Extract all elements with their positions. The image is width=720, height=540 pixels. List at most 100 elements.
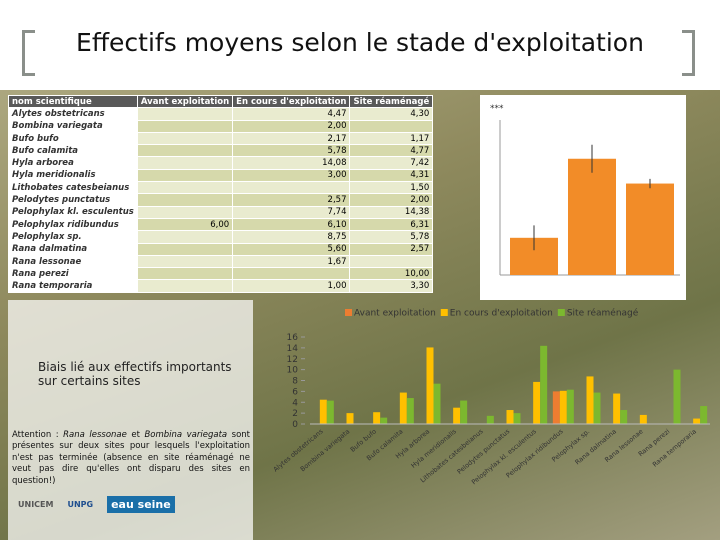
bar — [626, 183, 674, 275]
bracket — [22, 30, 35, 76]
y-tick-label: 8 — [292, 377, 298, 387]
bar — [700, 406, 708, 424]
legend-swatch — [345, 309, 352, 316]
value-cell: 4,77 — [349, 144, 434, 158]
value-cell: 10,00 — [349, 267, 434, 281]
row: Bombina variegata 2,00 — [8, 119, 434, 133]
species-name: Alytes obstetricans — [8, 107, 138, 121]
value-cell — [136, 242, 234, 256]
species: Bombina variegata — [144, 430, 228, 440]
bar — [326, 400, 334, 424]
bar — [559, 390, 567, 424]
row: Pelodytes punctatus 2,57 2,00 — [8, 193, 434, 207]
value-cell: 5,78 — [232, 144, 351, 158]
value-cell: 2,00 — [232, 119, 351, 133]
x-tick-label: Hyla meridionalis — [410, 427, 459, 470]
bar — [566, 389, 574, 424]
bar — [380, 417, 388, 424]
bar — [486, 415, 494, 424]
value-cell: 5,78 — [349, 230, 434, 244]
species-table: nom scientifique Avant exploitation En cou… — [8, 94, 434, 293]
row: Hyla meridionalis 3,00 4,31 — [8, 168, 434, 183]
bar — [586, 376, 594, 424]
value-cell — [232, 267, 351, 281]
row: Pelophylax kl. esculentus 7,74 14,38 — [8, 205, 434, 219]
bar — [673, 369, 681, 424]
species-name: Pelophylax ridibundus — [8, 217, 138, 232]
logo-text: seine — [137, 498, 171, 511]
y-tick-label: 2 — [292, 409, 298, 419]
value-cell: 2,57 — [232, 193, 351, 207]
value-cell — [349, 119, 434, 133]
value-cell — [136, 254, 234, 269]
row: Pelophylax ridibundus 6,00 6,10 6,31 — [8, 217, 434, 232]
y-tick-label: 0 — [292, 420, 298, 430]
y-tick-label: 4 — [292, 398, 298, 408]
value-cell: 4,47 — [232, 107, 351, 121]
text: et — [126, 430, 145, 440]
value-cell — [349, 254, 434, 269]
value-cell — [136, 107, 234, 121]
value-cell: 6,31 — [349, 217, 434, 232]
bar — [613, 393, 621, 424]
bar — [346, 413, 354, 424]
value-cell: 4,31 — [349, 168, 434, 183]
bar — [460, 400, 468, 424]
x-tick-label: Bombina variegata — [299, 427, 352, 473]
row: Bufo calamita 5,78 4,77 — [8, 144, 434, 158]
species: Rana lessonae — [63, 430, 127, 440]
species-name: Pelodytes punctatus — [8, 193, 138, 207]
species-name: Bombina variegata — [8, 119, 138, 133]
species-name: Hyla arborea — [8, 156, 138, 170]
warning-note: Attention : Rana lessonae et Bombina var… — [12, 430, 250, 487]
value-cell: 2,17 — [232, 131, 351, 146]
y-tick-label: 16 — [287, 333, 299, 343]
value-cell — [232, 181, 351, 195]
header-cell: nom scientifique — [8, 94, 138, 109]
row: Rana perezi 10,00 — [8, 267, 434, 281]
value-cell — [136, 230, 234, 244]
value-cell: 14,38 — [349, 205, 434, 219]
row: Lithobates catesbeianus 1,50 — [8, 181, 434, 195]
value-cell: 1,50 — [349, 181, 434, 195]
value-cell — [136, 193, 234, 207]
species-name: Rana lessonae — [8, 254, 138, 269]
value-cell: 7,42 — [349, 156, 434, 170]
value-cell: 6,10 — [232, 217, 351, 232]
value-cell — [136, 168, 234, 183]
header-cell: Avant exploitation — [136, 94, 234, 109]
species-name: Bufo bufo — [8, 131, 138, 146]
value-cell: 1,17 — [349, 131, 434, 146]
bar — [426, 347, 434, 424]
row: Pelophylax sp. 8,75 5,78 — [8, 230, 434, 244]
species-name: Bufo calamita — [8, 144, 138, 158]
logo: UNPG — [67, 500, 94, 509]
y-tick-label: 10 — [287, 366, 299, 376]
notes-panel: Biais lié aux effectifs importants sur c… — [8, 300, 253, 540]
text: Attention : — [12, 430, 64, 440]
y-tick-label: 12 — [287, 355, 298, 365]
species-name: Hyla meridionalis — [8, 168, 138, 183]
logos: UNICEM UNPG eau seine — [18, 496, 175, 513]
value-cell — [136, 267, 234, 281]
species-name: Rana temporaria — [8, 279, 138, 293]
title-bar: Effectifs moyens selon le stade d'exploi… — [0, 0, 720, 90]
bar — [540, 345, 548, 424]
bar — [693, 418, 701, 424]
annotation: *** — [490, 104, 504, 114]
value-cell: 1,67 — [232, 254, 351, 269]
species-name: Rana perezi — [8, 267, 138, 281]
slide-title: Effectifs moyens selon le stade d'exploi… — [76, 28, 644, 57]
value-cell — [136, 156, 234, 170]
species-name: Lithobates catesbeianus — [8, 181, 138, 195]
bar — [513, 413, 521, 424]
value-cell — [136, 205, 234, 219]
bar — [568, 158, 616, 275]
bar — [406, 398, 414, 424]
bar — [453, 407, 461, 424]
bar — [433, 383, 441, 424]
bias-note: Biais lié aux effectifs importants sur c… — [38, 360, 232, 388]
row: Hyla arborea 14,08 7,42 — [8, 156, 434, 170]
